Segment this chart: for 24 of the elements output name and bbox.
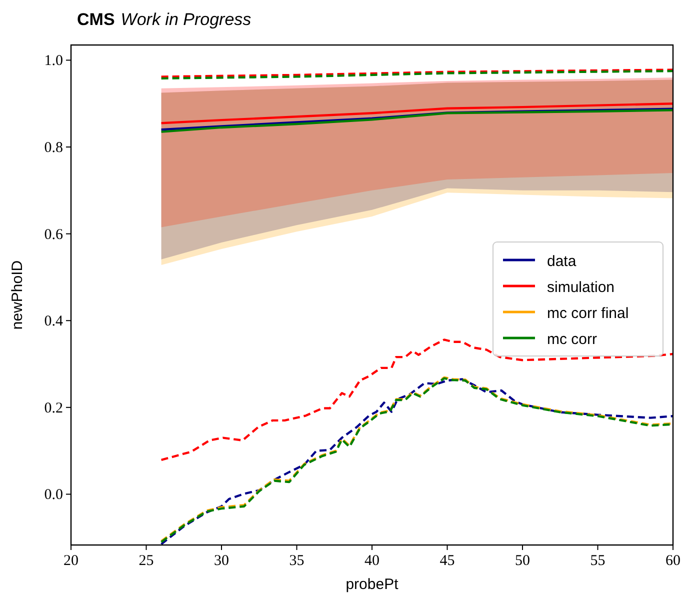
y-axis-title: newPhoID — [9, 260, 26, 330]
y-tick-label: 0.4 — [44, 314, 64, 330]
legend-label: mc corr — [547, 331, 597, 348]
x-tick-label: 25 — [138, 553, 154, 569]
line-series — [160, 102, 673, 124]
y-tick-label: 0.0 — [44, 487, 63, 504]
chart-subtitle: Work in Progress — [120, 10, 252, 29]
legend-label: mc corr final — [547, 305, 629, 322]
legend-label: simulation — [547, 279, 615, 296]
x-tick-label: 30 — [214, 553, 229, 569]
x-axis-title: probePt — [346, 576, 400, 593]
chart-title: CMS — [77, 10, 115, 29]
x-tick-label: 20 — [64, 553, 78, 569]
x-tick-label: 35 — [289, 553, 304, 569]
x-tick-label: 55 — [590, 553, 606, 569]
y-tick-label: 0.8 — [44, 140, 63, 156]
x-tick-label: 50 — [515, 553, 530, 569]
y-tick-label: 0.6 — [44, 226, 64, 243]
x-tick-label: 45 — [440, 553, 455, 569]
y-tick-label: 0.2 — [44, 400, 63, 416]
y-tick-label: 1.0 — [44, 53, 63, 70]
x-tick-label: 60 — [666, 553, 680, 569]
legend-label: data — [547, 253, 577, 270]
x-tick-label: 40 — [364, 553, 380, 569]
